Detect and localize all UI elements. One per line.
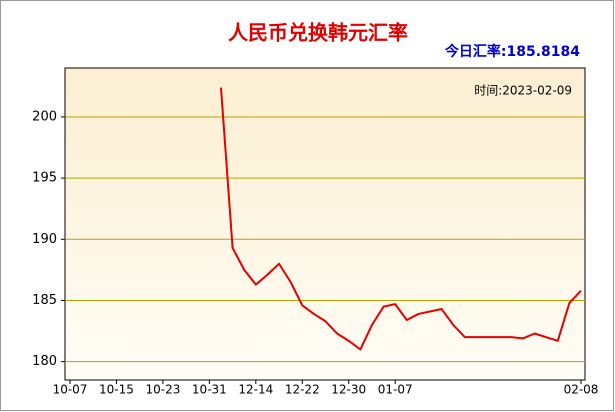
x-tick-label: 12-14: [238, 383, 273, 397]
x-tick-label: 12-22: [285, 383, 320, 397]
plot-area: [64, 67, 586, 381]
x-tick-label: 02-08: [564, 383, 599, 397]
x-tick-label: 12-30: [331, 383, 366, 397]
y-tick-label: 195: [32, 171, 57, 186]
subtitle: 今日汇率:185.8184: [444, 43, 580, 60]
annotation: 时间:2023-02-09: [474, 84, 572, 98]
x-tick-label: 10-15: [99, 383, 134, 397]
y-tick-label: 185: [32, 293, 57, 308]
y-tick-label: 180: [32, 354, 57, 369]
x-tick-label: 01-07: [378, 383, 413, 397]
x-tick-label: 10-07: [53, 383, 88, 397]
y-tick-label: 190: [32, 232, 57, 247]
x-tick-label: 10-31: [192, 383, 227, 397]
chart-title: 人民币兑换韩元汇率: [228, 21, 408, 45]
line-series: [219, 87, 582, 351]
y-tick-label: 200: [32, 109, 57, 124]
x-tick-label: 10-23: [145, 383, 180, 397]
